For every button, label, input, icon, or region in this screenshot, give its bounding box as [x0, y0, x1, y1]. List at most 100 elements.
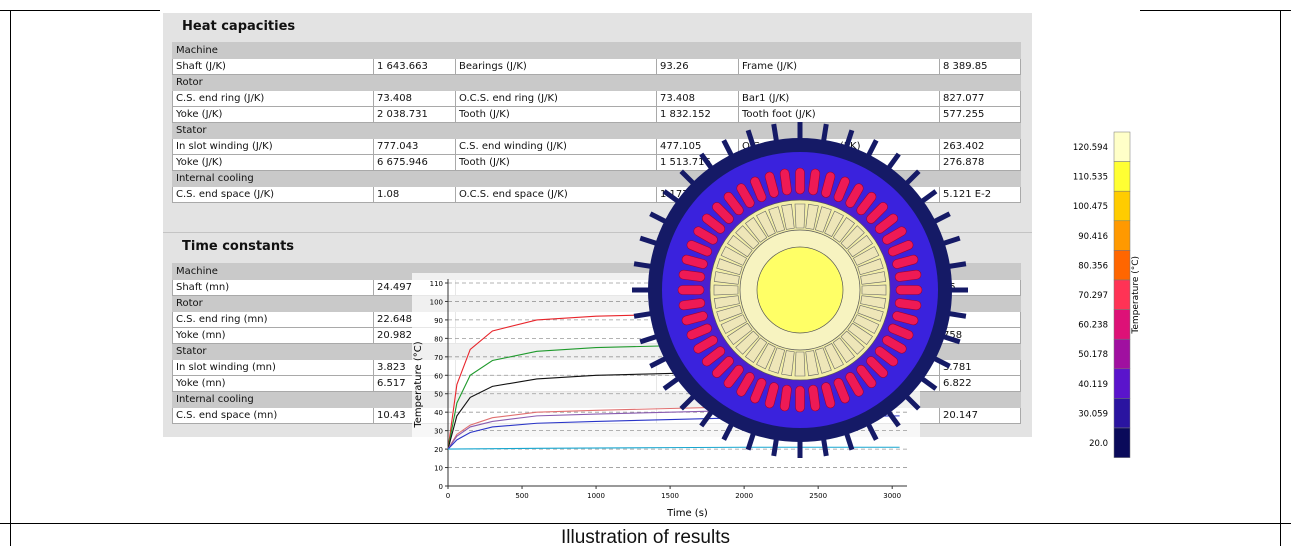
- group-spacer-cell: [455, 122, 1021, 139]
- y-tick-label: 40: [434, 409, 443, 417]
- x-tick-label: 500: [515, 492, 528, 500]
- property-value: 1.08: [373, 186, 456, 203]
- property-value: 5.121 E-2: [939, 186, 1021, 203]
- property-value: 93.26: [656, 58, 739, 75]
- stator-winding: [892, 254, 919, 269]
- rotor-bar: [814, 347, 832, 374]
- rotor-bar: [781, 203, 795, 230]
- y-tick-label: 0: [439, 483, 443, 491]
- cooling-fin: [797, 122, 803, 152]
- group-spacer-cell: [373, 170, 456, 187]
- frame-left-line: [10, 10, 11, 546]
- property-label: Yoke (J/K): [172, 154, 374, 171]
- y-tick-label: 10: [434, 465, 443, 473]
- group-spacer-cell: [373, 122, 456, 139]
- legend-value: 60.238: [1078, 321, 1108, 331]
- y-tick-label: 110: [430, 280, 443, 288]
- property-value: 6 675.946: [373, 154, 456, 171]
- stator-winding: [779, 384, 792, 412]
- frame-bottom-line: [0, 523, 1291, 524]
- group-spacer-cell: [455, 42, 1021, 59]
- legend-value: 110.535: [1073, 173, 1108, 183]
- stator-winding: [712, 202, 734, 224]
- stator-winding: [882, 335, 907, 354]
- legend-value: 100.475: [1073, 202, 1108, 212]
- group-label: Internal cooling: [172, 391, 374, 408]
- y-tick-label: 70: [434, 354, 443, 362]
- rotor-bar: [857, 258, 884, 276]
- rotor-bar: [713, 295, 740, 309]
- stator-winding: [821, 382, 836, 409]
- y-axis-label: Temperature (°C): [413, 341, 424, 428]
- property-label: Yoke (mn): [172, 375, 374, 392]
- rotor-bar: [824, 343, 844, 370]
- property-value: 827.077: [939, 90, 1021, 107]
- stator-winding: [856, 364, 877, 389]
- stator-winding: [874, 213, 899, 234]
- property-label: Frame (J/K): [738, 58, 940, 75]
- property-value: 777.043: [373, 138, 456, 155]
- stator-winding: [693, 226, 718, 245]
- rotor-bar: [794, 203, 806, 229]
- property-value: 2 038.731: [373, 106, 456, 123]
- property-label: In slot winding (J/K): [172, 138, 374, 155]
- heat-capacities-title: Heat capacities: [182, 19, 296, 34]
- rotor-bar: [857, 304, 884, 322]
- legend-title: Temperature (°C): [1131, 256, 1140, 335]
- property-value: 1 643.663: [373, 58, 456, 75]
- y-tick-label: 90: [434, 317, 443, 325]
- legend-swatch: [1113, 220, 1131, 251]
- series-line: [447, 446, 900, 450]
- legend-swatch: [1113, 250, 1131, 281]
- stator-winding: [736, 372, 755, 397]
- series-line: [447, 343, 730, 450]
- rotor-bar: [847, 322, 873, 346]
- stator-winding: [833, 176, 850, 202]
- stator-winding: [795, 385, 805, 413]
- stator-winding: [764, 171, 779, 198]
- property-label: In slot winding (mn): [172, 359, 374, 376]
- stator-winding: [701, 346, 726, 367]
- y-tick-label: 60: [434, 372, 443, 380]
- legend-swatch: [1113, 131, 1131, 162]
- stator-winding: [866, 356, 888, 378]
- legend-swatch: [1113, 368, 1131, 399]
- stator-winding: [888, 240, 914, 257]
- legend-swatch: [1113, 279, 1131, 310]
- rotor-bar: [744, 337, 768, 363]
- property-value: 73.408: [373, 90, 456, 107]
- group-spacer-cell: [373, 42, 456, 59]
- rotor-bar: [853, 246, 880, 266]
- table-row: Yoke (J/K) 2 038.731 Tooth (J/K) 1 832.152 T…: [172, 106, 1021, 123]
- stator-winding: [874, 346, 899, 367]
- group-label: Stator: [172, 343, 374, 360]
- legend-swatch: [1113, 427, 1131, 458]
- stator-winding: [894, 269, 922, 282]
- stator-winding: [681, 311, 708, 326]
- stator-winding: [866, 202, 888, 224]
- rotor-bar: [781, 350, 795, 377]
- x-tick-label: 1500: [661, 492, 679, 500]
- rotor-bar: [720, 246, 747, 266]
- legend-value: 90.416: [1078, 232, 1108, 242]
- rotor-bar: [860, 271, 887, 285]
- series-line: [447, 371, 730, 450]
- property-label: C.S. end space (J/K): [172, 186, 374, 203]
- stator-winding: [895, 285, 923, 295]
- stator-winding: [723, 364, 744, 389]
- y-tick-label: 100: [430, 298, 443, 306]
- legend-value: 80.356: [1078, 261, 1108, 271]
- frame-right-line: [1280, 10, 1281, 546]
- legend-swatch: [1113, 398, 1131, 429]
- stator-winding: [856, 191, 877, 216]
- group-label: Machine: [172, 42, 374, 59]
- rotor-bar: [735, 330, 760, 355]
- rotor-bar: [768, 206, 786, 233]
- stator-winding: [678, 269, 706, 282]
- property-label: Shaft (J/K): [172, 58, 374, 75]
- property-label: Yoke (J/K): [172, 106, 374, 123]
- stator-winding: [701, 213, 726, 234]
- stator-winding: [681, 254, 708, 269]
- y-tick-label: 80: [434, 335, 443, 343]
- rotor-bar: [840, 225, 865, 250]
